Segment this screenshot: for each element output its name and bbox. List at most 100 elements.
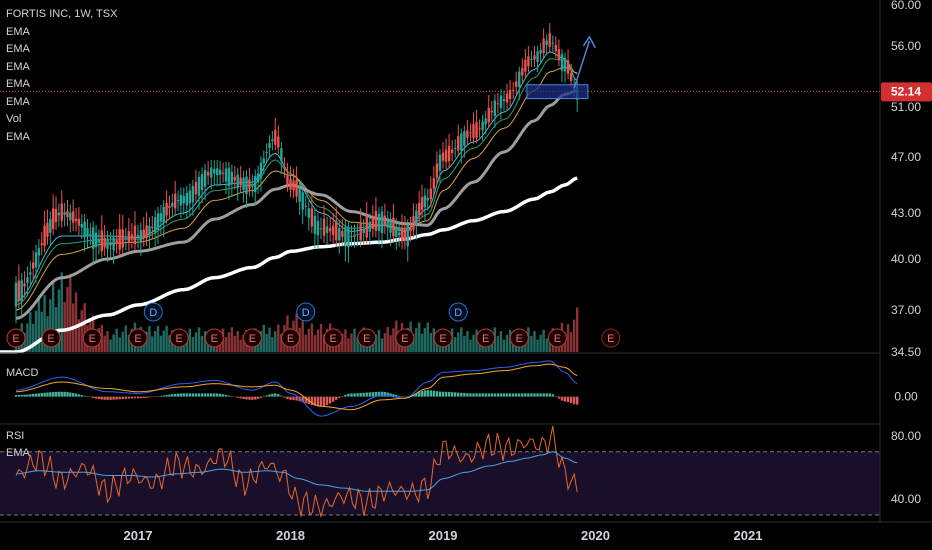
- macd-histogram-bar: [37, 393, 41, 397]
- macd-histogram-bar: [26, 394, 29, 397]
- candle-body: [224, 168, 228, 182]
- price-tick-label: 56.00: [891, 39, 921, 53]
- volume-bar: [203, 331, 207, 352]
- rsi-line: [15, 425, 578, 518]
- earnings-marker: [242, 328, 262, 348]
- macd-pane: [14, 360, 579, 417]
- volume-bar: [347, 338, 350, 352]
- volume-bar: [100, 324, 103, 352]
- macd-histogram-bar: [14, 395, 18, 397]
- volume-bar: [356, 337, 359, 352]
- earnings-marker: [281, 328, 300, 348]
- rsi-ema-title[interactable]: EMA: [6, 447, 30, 459]
- candle-body: [377, 213, 381, 231]
- macd-histogram-bar: [112, 396, 115, 400]
- time-tick-label: 2017: [124, 528, 153, 543]
- time-axis[interactable]: 2017 2018 2019 2020 2021: [124, 528, 763, 543]
- candle-body: [159, 213, 163, 222]
- candle-body: [472, 124, 475, 138]
- macd-histogram-bar: [515, 393, 518, 397]
- macd-histogram-bar: [362, 392, 365, 397]
- volume-bar: [383, 333, 387, 352]
- indicator-label[interactable]: EMA: [6, 95, 30, 108]
- time-tick-label: 2020: [581, 528, 610, 543]
- indicator-label[interactable]: EMA: [6, 60, 30, 73]
- candle-body: [417, 203, 421, 216]
- candle-body: [156, 213, 160, 230]
- macd-histogram-bar: [295, 396, 298, 401]
- symbol-title[interactable]: FORTIS INC, 1W, TSX: [6, 8, 118, 20]
- macd-histogram-bar: [224, 394, 228, 397]
- macd-histogram-bar: [386, 392, 389, 397]
- candle-body: [551, 42, 554, 44]
- macd-histogram-bar: [338, 396, 341, 398]
- earnings-marker: [509, 328, 529, 348]
- indicator-label[interactable]: EMA: [6, 130, 30, 143]
- candle-body: [57, 212, 61, 216]
- macd-histogram-bar: [31, 393, 35, 397]
- macd-histogram-bar: [460, 392, 463, 397]
- indicator-label[interactable]: Vol: [6, 113, 22, 125]
- macd-histogram-bar: [554, 396, 558, 397]
- candle-body: [46, 222, 49, 237]
- candle-body: [569, 73, 573, 81]
- chart-annotations: [526, 35, 597, 100]
- macd-histogram-bar: [383, 391, 387, 397]
- earnings-marker: [476, 328, 496, 348]
- earnings-marker-label: E: [401, 333, 408, 345]
- indicator-label[interactable]: EMA: [6, 43, 30, 55]
- volume-bar: [109, 339, 112, 352]
- volume-bar: [165, 325, 168, 352]
- indicator-label[interactable]: EMA: [6, 25, 30, 38]
- macd-histogram-bar: [182, 393, 185, 397]
- macd-histogram-bar: [230, 396, 234, 397]
- earnings-marker: [547, 328, 567, 348]
- volume-bar: [420, 333, 424, 352]
- macd-histogram-bar: [490, 393, 493, 397]
- macd-histogram-bar: [145, 396, 148, 398]
- candle-body: [148, 226, 151, 236]
- volume-bar: [274, 331, 277, 352]
- volume-bar: [191, 337, 195, 352]
- macd-histogram-bar: [213, 393, 216, 397]
- rsi-pane: [0, 425, 880, 518]
- macd-histogram-bar: [557, 396, 561, 399]
- volume-bar: [77, 319, 81, 352]
- macd-histogram-bar: [227, 395, 231, 397]
- macd-line: [15, 360, 578, 417]
- macd-histogram-bar: [262, 396, 266, 398]
- volume-bar: [377, 329, 381, 352]
- volume-bar: [542, 329, 545, 352]
- price-axis[interactable]: 60.00 56.00 51.00 47.00 43.00 40.00 37.00 34.50…: [891, 0, 921, 506]
- last-price-value: 52.14: [891, 84, 921, 98]
- volume-bar: [233, 335, 236, 352]
- macd-histogram-bar: [429, 390, 432, 397]
- macd-histogram-bar: [487, 393, 490, 397]
- candle-body: [118, 229, 121, 250]
- rsi-pane-title[interactable]: RSI: [6, 430, 25, 442]
- macd-histogram-bar: [179, 393, 183, 397]
- dividend-marker-label: D: [149, 307, 157, 319]
- volume-bar: [40, 311, 43, 352]
- time-tick-label: 2019: [429, 528, 458, 543]
- candle-body: [268, 142, 271, 148]
- macd-histogram-bar: [165, 394, 168, 397]
- macd-tick-label: 0.00: [894, 390, 918, 404]
- event-markers: E E E E E E E E E E E E E E E E D D D: [6, 302, 621, 348]
- macd-histogram-bar: [432, 390, 436, 397]
- macd-histogram-bar: [271, 393, 274, 397]
- candle-body: [502, 99, 506, 102]
- indicator-label[interactable]: EMA: [6, 78, 30, 90]
- volume-bar: [496, 335, 500, 352]
- candle-body: [168, 205, 171, 209]
- volume-bar: [371, 339, 375, 352]
- candle-body: [165, 203, 168, 216]
- macd-histogram-bar: [92, 396, 95, 398]
- candle-body: [215, 168, 219, 176]
- macd-histogram-bar: [259, 396, 263, 398]
- candle-body: [344, 226, 347, 247]
- volume-bar: [239, 339, 242, 352]
- macd-pane-title[interactable]: MACD: [6, 367, 39, 379]
- macd-histogram-bar: [197, 393, 201, 397]
